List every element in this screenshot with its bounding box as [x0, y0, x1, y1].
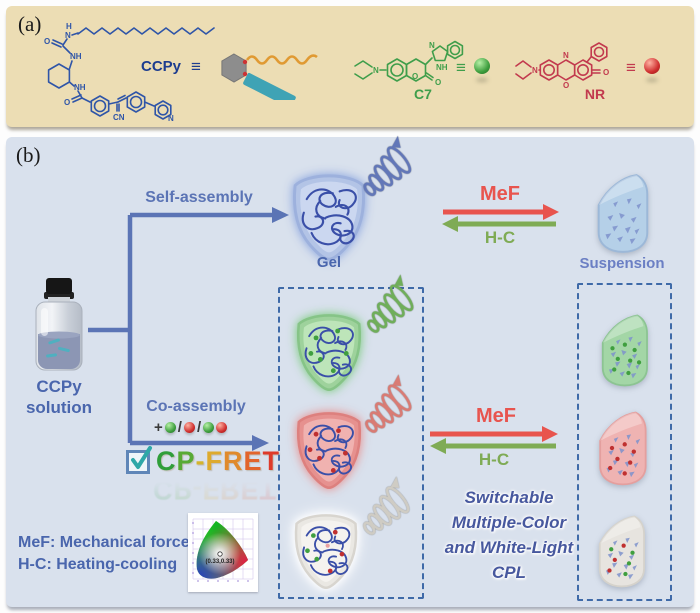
cp-fret-wordmark: CP-FRET [156, 446, 280, 477]
atom-label: O [563, 81, 569, 90]
c7-dopant-icon [164, 422, 176, 433]
cp-fret-reflection: CP-FRET [153, 475, 278, 505]
arrow-layer [88, 204, 559, 454]
mef-label-mid: MeF [476, 405, 516, 427]
vial-caption-line1: CCPy [36, 377, 82, 396]
panel-a-label: (a) [18, 12, 42, 36]
cie-diagram: (0.33,0.33) [188, 513, 258, 592]
nr-name-label: NR [584, 86, 606, 102]
gel-group-box [278, 287, 424, 599]
nr-equiv-symbol: ≡ [626, 58, 636, 77]
vial-caption-line2: solution [25, 398, 93, 417]
c7-dopant-icon [203, 422, 215, 433]
hc-label-top: H-C [484, 228, 516, 247]
plus-sign: + [154, 419, 163, 436]
ccpy-name-label: CCPy [140, 58, 181, 75]
atom-label: NH [74, 83, 86, 92]
nr-dopant-icon [216, 422, 228, 433]
c7-name-label: C7 [414, 86, 432, 102]
legend-hc: H-C: Heating-cooling [18, 556, 178, 573]
panel-a: (a) [6, 6, 694, 127]
cie-point-label: (0.33,0.33) [205, 559, 234, 565]
hc-arrow-top [442, 216, 556, 232]
cp-fret-letter: - [195, 446, 206, 476]
atom-label: N [373, 66, 379, 75]
gel-caption: Gel [316, 254, 342, 271]
c7-structure: N O O N NH [354, 40, 464, 87]
cp-fret-letter: T [262, 446, 281, 476]
atom-label: NH [436, 63, 448, 72]
ccpy-cartoon [221, 53, 318, 100]
c7-equiv-symbol: ≡ [456, 58, 466, 77]
checkbox-icon [126, 445, 152, 474]
slash: / [196, 419, 202, 436]
suspension-red [590, 408, 654, 493]
gel-red [286, 410, 372, 497]
ccpy-structure: H N O NH NH O CN N [44, 22, 215, 123]
mef-arrow-mid [430, 426, 558, 442]
atom-label: CN [113, 113, 125, 122]
cp-fret-letter: P [176, 446, 196, 476]
c7-sphere-icon [474, 58, 490, 74]
mef-arrow-top [443, 204, 559, 220]
cp-fret-letter: C [156, 446, 177, 476]
self-assembly-label: Self-assembly [145, 189, 253, 206]
suspension-white [590, 512, 652, 595]
atom-label: H [66, 22, 72, 31]
atom-label: N [65, 31, 71, 40]
switchable-line2: Multiple-Color [451, 513, 567, 532]
panel-b-label: (b) [16, 143, 41, 167]
mef-label-top: MeF [480, 183, 520, 205]
atom-label: N [168, 114, 174, 123]
atom-label: O [64, 98, 70, 107]
self-assembly-arrow [130, 207, 289, 223]
c7-sphere-shadow [476, 78, 488, 82]
nr-dopant-icon [183, 422, 195, 433]
hc-arrow-mid [430, 438, 556, 454]
co-assembly-arrow [130, 435, 269, 451]
cp-fret-letter: E [243, 446, 263, 476]
atom-label: NH [70, 52, 82, 61]
legend-mef: MeF: Mechanical force [18, 534, 190, 551]
nr-structure: N N O O [515, 42, 609, 90]
branch-lines [88, 215, 133, 443]
suspension-blue [588, 170, 656, 261]
atom-label: O [412, 72, 418, 81]
cie-white-point-marker [217, 551, 223, 557]
gel-green [286, 312, 372, 399]
panel-b: (b) [6, 135, 694, 607]
co-assembly-additives: + / / [154, 419, 228, 436]
cp-fret-letter: R [223, 446, 244, 476]
switchable-line3: and White-Light [444, 538, 574, 557]
cp-fret-letter: F [205, 446, 224, 476]
switchable-line4: CPL [492, 563, 526, 582]
atom-label: O [435, 78, 441, 87]
gel-white [284, 512, 368, 597]
nr-sphere-shadow [646, 78, 658, 82]
atom-label: O [44, 37, 50, 46]
cp-fret-badge: CP-FRET CP-FRET [126, 445, 280, 505]
switchable-cpl-text: Switchable Multiple-Color and White-Ligh… [438, 485, 580, 585]
checkmark-icon [131, 445, 152, 469]
atom-label: O [603, 68, 609, 77]
atom-label: N [532, 66, 538, 75]
ccpy-equiv-symbol: ≡ [191, 57, 201, 76]
ccpy-solution-vial [35, 278, 83, 371]
switchable-line1: Switchable [464, 488, 554, 507]
suspension-green [593, 310, 655, 395]
suspension-group-box [577, 283, 672, 601]
cie-ticks [192, 522, 249, 582]
atom-label: N [429, 41, 435, 50]
hc-label-mid: H-C [478, 450, 510, 469]
atom-label: N [563, 51, 569, 60]
suspension-caption: Suspension [579, 255, 665, 272]
slash: / [177, 419, 182, 436]
nr-sphere-icon [644, 58, 660, 74]
vial-caption: CCPy solution [11, 376, 107, 418]
co-assembly-label: Co-assembly [146, 398, 246, 415]
